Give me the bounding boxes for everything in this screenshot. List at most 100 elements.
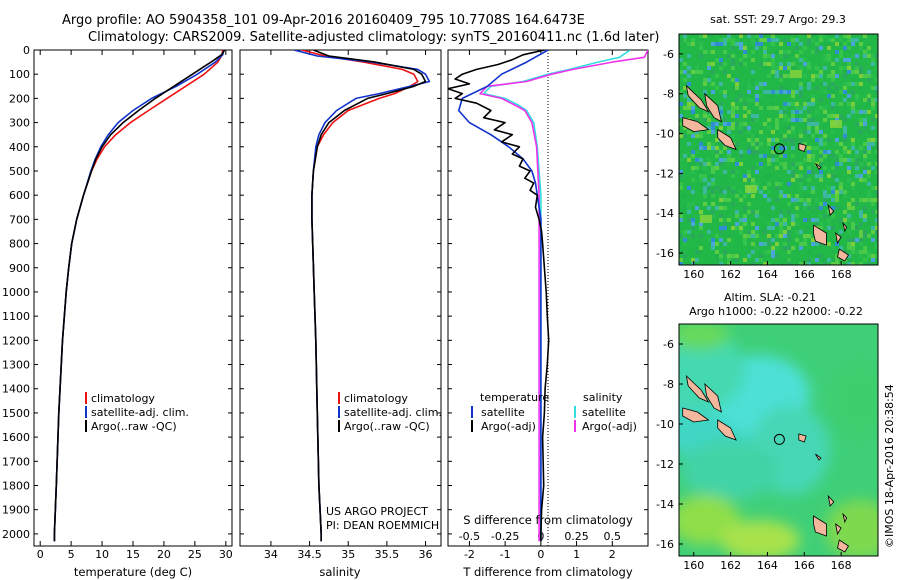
sst-cell	[723, 158, 727, 162]
sst-cell	[711, 170, 715, 174]
sst-cell	[779, 50, 783, 54]
sst-cell	[819, 258, 823, 262]
sst-warm-patch	[790, 70, 802, 78]
sst-cell	[739, 150, 743, 154]
sst-cell	[679, 170, 683, 174]
sst-cell	[699, 222, 703, 226]
sst-cell	[875, 54, 878, 58]
sst-cell	[707, 194, 711, 198]
sst-cell	[827, 218, 831, 222]
sst-cell	[835, 198, 839, 202]
sst-cell	[835, 50, 839, 54]
sst-cell	[811, 50, 815, 54]
sst-cell	[723, 94, 727, 98]
island	[835, 523, 842, 536]
sst-cell	[759, 190, 763, 194]
sst-cell	[847, 70, 851, 74]
sst-cell	[771, 146, 775, 150]
sst-cell	[799, 182, 803, 186]
sst-cell	[807, 126, 811, 130]
temperature-climatology-line	[53, 50, 224, 542]
sst-cell	[747, 234, 751, 238]
sst-cell	[863, 206, 867, 210]
sst-cell	[843, 62, 847, 66]
sst-cell	[707, 238, 711, 242]
sst-cell	[715, 86, 719, 90]
sst-cell	[711, 242, 715, 246]
sst-cell	[859, 242, 863, 246]
sst-islands	[682, 84, 850, 262]
sst-cell	[807, 122, 811, 126]
island	[827, 494, 835, 507]
sst-cell	[803, 186, 807, 190]
sst-cell	[707, 66, 711, 70]
sst-cell	[679, 214, 683, 218]
x-tick-label: -2	[464, 548, 475, 561]
sla-field-blob	[825, 500, 878, 556]
sst-cell	[767, 138, 771, 142]
sst-cell	[819, 74, 823, 78]
sst-cell	[807, 38, 811, 42]
sst-cell	[847, 238, 851, 242]
sst-cell	[771, 90, 775, 94]
sst-cell	[867, 162, 871, 166]
sst-cell	[827, 58, 831, 62]
sst-cell	[775, 118, 779, 122]
sst-cell	[715, 42, 719, 46]
sst-cell	[755, 114, 759, 118]
sst-cell	[867, 194, 871, 198]
sst-cell	[859, 214, 863, 218]
sst-cell	[839, 154, 843, 158]
sst-cell	[703, 90, 707, 94]
sst-cell	[727, 258, 731, 262]
sst-cell	[835, 174, 839, 178]
sst-cell	[759, 242, 763, 246]
sst-cell	[831, 258, 835, 262]
sst-cell	[735, 210, 739, 214]
sst-cell	[715, 234, 719, 238]
sst-cell	[751, 234, 755, 238]
depth-tick-label: 800	[9, 238, 30, 251]
temperature-x-axis: 0 5 10 15 20 25 30	[37, 50, 233, 561]
sst-cell	[691, 110, 695, 114]
sst-cell	[831, 250, 835, 254]
sst-cell	[791, 130, 795, 134]
sst-cell	[703, 50, 707, 54]
sst-cell	[743, 214, 747, 218]
sst-cell	[751, 34, 755, 38]
sst-cell	[847, 46, 851, 50]
sst-cell	[771, 106, 775, 110]
sst-cell	[815, 66, 819, 70]
sst-cell	[719, 162, 723, 166]
sst-cell	[731, 114, 735, 118]
sst-cell	[711, 146, 715, 150]
sst-cell	[839, 194, 843, 198]
sst-cell	[807, 166, 811, 170]
sst-cell	[803, 262, 807, 265]
sst-cell	[831, 186, 835, 190]
sst-cell	[691, 162, 695, 166]
sst-cell	[711, 202, 715, 206]
sst-cell	[799, 186, 803, 190]
sst-cell	[871, 166, 875, 170]
sst-cell	[715, 154, 719, 158]
sst-cell	[871, 138, 875, 142]
temperature-xlabel: temperature (deg C)	[74, 565, 192, 579]
sst-cell	[811, 94, 815, 98]
sst-cell	[839, 90, 843, 94]
sst-cell	[775, 106, 779, 110]
map-y-tick-label: -16	[656, 247, 674, 260]
sst-cell	[835, 42, 839, 46]
sst-cell	[735, 254, 739, 258]
sst-cell	[739, 190, 743, 194]
sst-cell	[787, 258, 791, 262]
sst-cell	[811, 134, 815, 138]
sst-cell	[735, 90, 739, 94]
sst-cell	[751, 154, 755, 158]
sst-cell	[823, 154, 827, 158]
sst-cell	[703, 190, 707, 194]
sst-cell	[835, 114, 839, 118]
sst-cell	[807, 134, 811, 138]
sst-cell	[775, 238, 779, 242]
sst-cell	[799, 166, 803, 170]
